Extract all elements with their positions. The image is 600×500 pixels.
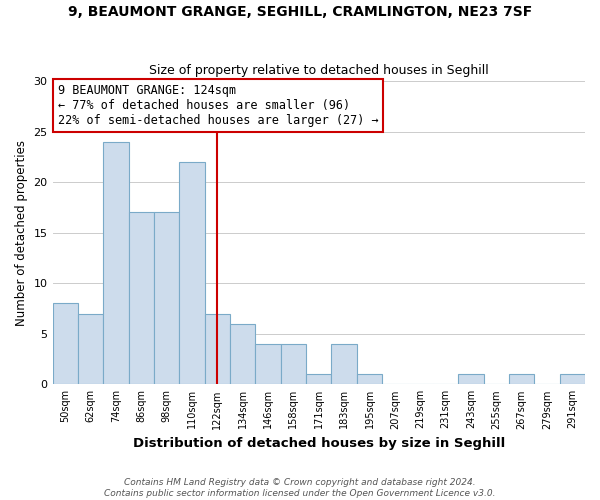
Bar	[179, 162, 205, 384]
Bar	[509, 374, 534, 384]
Y-axis label: Number of detached properties: Number of detached properties	[15, 140, 28, 326]
X-axis label: Distribution of detached houses by size in Seghill: Distribution of detached houses by size …	[133, 437, 505, 450]
Bar	[53, 304, 78, 384]
Bar	[357, 374, 382, 384]
Bar	[78, 314, 103, 384]
Title: Size of property relative to detached houses in Seghill: Size of property relative to detached ho…	[149, 64, 488, 77]
Bar	[458, 374, 484, 384]
Bar	[331, 344, 357, 385]
Bar	[306, 374, 331, 384]
Text: Contains HM Land Registry data © Crown copyright and database right 2024.
Contai: Contains HM Land Registry data © Crown c…	[104, 478, 496, 498]
Bar	[128, 212, 154, 384]
Bar	[281, 344, 306, 385]
Bar	[103, 142, 128, 384]
Text: 9, BEAUMONT GRANGE, SEGHILL, CRAMLINGTON, NE23 7SF: 9, BEAUMONT GRANGE, SEGHILL, CRAMLINGTON…	[68, 5, 532, 19]
Bar	[256, 344, 281, 385]
Bar	[205, 314, 230, 384]
Bar	[560, 374, 585, 384]
Text: 9 BEAUMONT GRANGE: 124sqm
← 77% of detached houses are smaller (96)
22% of semi-: 9 BEAUMONT GRANGE: 124sqm ← 77% of detac…	[58, 84, 379, 127]
Bar	[154, 212, 179, 384]
Bar	[230, 324, 256, 384]
